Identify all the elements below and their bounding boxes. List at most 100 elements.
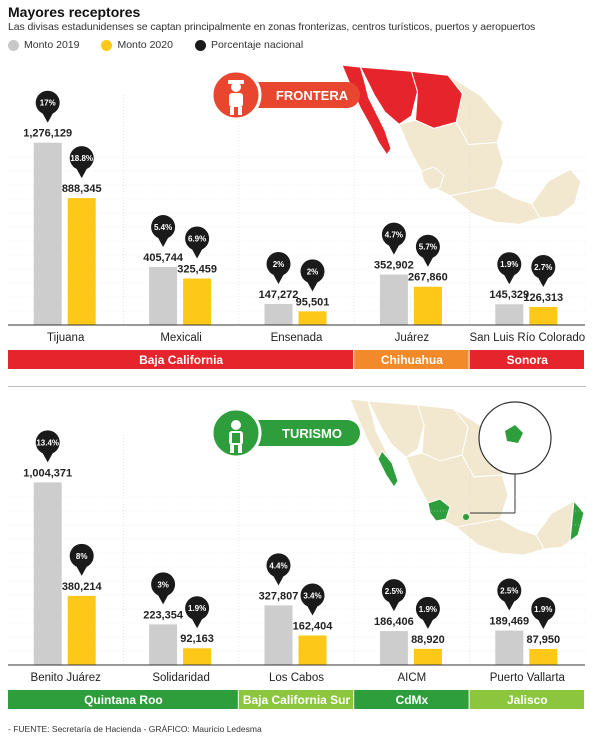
pct-pin [151,572,176,597]
map-yucatan [531,168,582,219]
source-note: - FUENTE: Secretaría de Hacienda - GRÁFI… [8,724,262,734]
map-cdmx [463,514,469,520]
value-label-2020: 380,214 [62,581,103,593]
value-label-2019: 186,406 [374,616,414,628]
pct-pin-tail [421,255,434,267]
value-label-2020: 95,501 [296,296,330,308]
map-quintana-roo [569,499,585,543]
pct-pin [300,259,325,284]
bar-2019 [495,304,524,325]
category-label: Juárez [395,332,430,344]
bar-2019 [379,631,408,665]
pct-pin-tail [537,618,550,630]
bar-2019 [149,267,178,325]
region-label: Chihuahua [381,353,443,367]
icon-shirt [232,433,240,443]
pct-label: 1.9% [534,605,552,614]
legend-item-2020: Monto 2020 [101,39,173,51]
value-label-2020: 92,163 [180,633,214,645]
pct-pin-tail [191,247,204,259]
badge-pill [240,82,360,108]
bar-2019 [264,605,293,665]
bar-2019 [495,630,524,665]
region-label: Jalisco [507,693,548,707]
map-bcs [377,450,399,488]
pct-label: 5.7% [419,243,437,252]
pct-label: 2.5% [500,587,518,596]
value-label-2019: 327,807 [259,590,299,602]
pct-pin [531,254,556,279]
value-label-2019: 1,004,371 [23,467,72,479]
icon-head [231,420,241,430]
region-band [238,690,354,709]
badge-label: FRONTERA [276,88,349,103]
value-label-2019: 145,329 [489,289,529,301]
legend-swatch-2020 [101,39,113,51]
category-label: Tijuana [47,332,85,344]
legend-swatch-2019 [8,39,19,51]
icon-head [231,82,241,92]
bar-2020 [413,648,442,665]
pct-pin-tail [306,604,319,616]
icon-leg-left [230,107,234,115]
pct-pin [497,252,522,277]
pct-pin-tail [272,574,285,586]
pct-pin-tail [41,451,54,463]
bar-2020 [298,635,327,665]
bar-2019 [33,142,62,325]
bar-2020 [529,649,558,665]
value-label-2020: 88,920 [411,634,445,646]
value-label-2020: 162,404 [293,620,334,632]
icon-cap [228,80,244,84]
value-label-2020: 888,345 [62,183,102,195]
bar-2020 [183,648,212,665]
pct-pin-tail [157,593,170,605]
pct-pin [185,226,210,251]
pct-pin [69,543,94,568]
pct-label: 1.9% [419,605,437,614]
map-south [454,518,545,556]
value-label-2019: 405,744 [143,252,184,264]
pct-pin [497,578,522,603]
pct-pin-tail [387,243,400,255]
map-jalisco [421,166,445,191]
pct-label: 5.4% [154,223,172,232]
pct-label: 2% [307,267,319,276]
pct-pin [35,90,60,115]
pct-pin-tail [75,564,88,576]
bar-2020 [183,278,212,325]
legend-swatch-pct [194,39,206,51]
pct-pin-tail [75,167,88,179]
pct-pin [69,146,94,171]
region-label: Baja California [139,353,223,367]
map-jalisco [427,498,451,522]
legend-item-pct: Porcentaje nacional [194,39,303,51]
value-label-2020: 325,459 [177,264,217,276]
value-label-2019: 147,272 [259,289,299,301]
category-label: Ensenada [271,332,323,344]
pct-label: 8% [76,552,88,561]
officer-icon [228,80,244,115]
icon-leg-right [238,107,242,115]
mexico-map [349,398,585,556]
pct-label: 2.7% [534,263,552,272]
pct-label: 4.7% [385,231,403,240]
region-band [469,350,584,369]
value-label-2020: 126,313 [523,292,563,304]
pct-pin-tail [503,273,516,285]
badge-pill [240,420,360,446]
legend-label-2020: Monto 2020 [117,39,173,51]
category-label: Benito Juárez [31,672,102,684]
region-band [354,350,469,369]
value-label-2019: 223,354 [143,609,184,621]
bar-2020 [529,306,558,325]
pct-label: 3% [157,580,169,589]
pct-pin-tail [272,272,285,284]
bar-2019 [264,303,293,325]
value-label-2020: 267,860 [408,272,448,284]
value-label-2020: 87,950 [526,634,560,646]
bar-2020 [298,311,327,325]
bar-2020 [67,595,96,665]
pct-pin [151,215,176,240]
pct-label: 17% [40,99,56,108]
